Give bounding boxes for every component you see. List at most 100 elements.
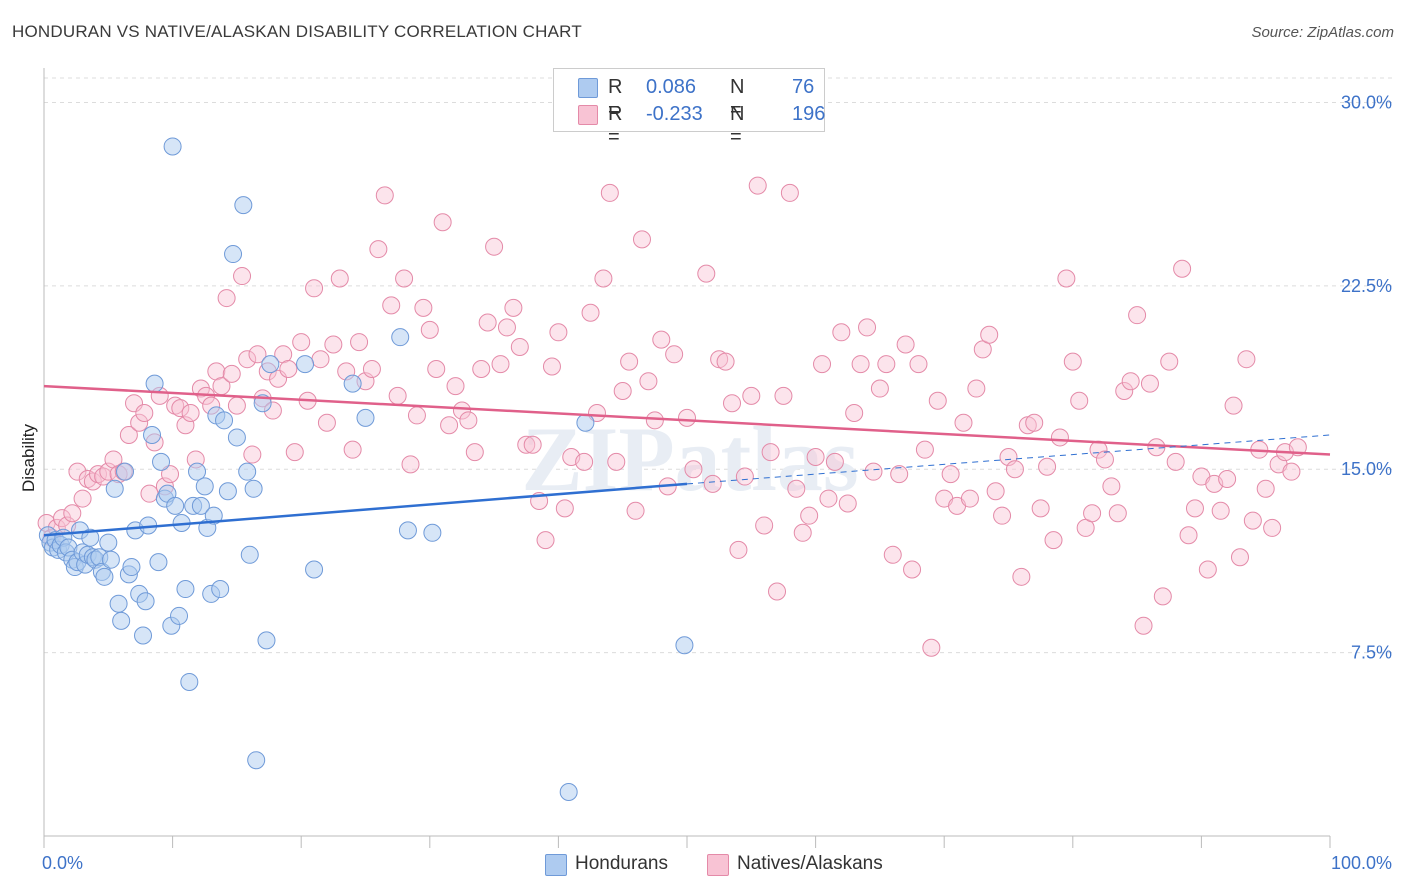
data-point-hondurans	[234, 196, 253, 215]
data-point-natives	[594, 269, 613, 288]
chart-title: HONDURAN VS NATIVE/ALASKAN DISABILITY CO…	[12, 22, 582, 41]
data-point-natives	[1115, 381, 1134, 400]
data-point-natives	[761, 443, 780, 462]
data-point-hondurans	[296, 355, 315, 374]
data-point-natives	[317, 413, 336, 432]
data-point-hondurans	[134, 626, 153, 645]
data-point-natives	[729, 540, 748, 559]
data-point-natives	[382, 296, 401, 315]
data-point-natives	[523, 435, 542, 454]
r-value: 0.086	[646, 76, 697, 98]
data-point-natives	[485, 237, 504, 256]
data-point-natives	[401, 455, 420, 474]
data-point-natives	[915, 440, 934, 459]
data-point-hondurans	[188, 462, 207, 481]
data-point-natives	[1243, 511, 1262, 530]
data-point-natives	[407, 406, 426, 425]
data-point-natives	[645, 411, 664, 430]
data-point-hondurans	[211, 580, 230, 599]
data-point-natives	[311, 350, 330, 369]
data-point-natives	[697, 264, 716, 283]
data-point-hondurans	[95, 567, 114, 586]
y-tick-label: 15.0%	[1341, 459, 1392, 479]
data-point-natives	[1031, 499, 1050, 518]
data-point-natives	[222, 364, 241, 383]
data-point-natives	[171, 399, 190, 418]
data-point-hondurans	[423, 523, 442, 542]
r-label: R =	[608, 76, 623, 121]
data-point-natives	[735, 467, 754, 486]
data-point-natives	[780, 183, 799, 202]
data-point-hondurans	[191, 496, 210, 515]
data-point-natives	[890, 465, 909, 484]
data-point-natives	[800, 506, 819, 525]
data-point-hondurans	[238, 462, 257, 481]
data-point-natives	[227, 396, 246, 415]
data-point-hondurans	[163, 137, 182, 156]
trend-line-natives	[43, 384, 1331, 456]
data-point-natives	[870, 379, 889, 398]
data-point-natives	[607, 452, 626, 471]
data-point-natives	[181, 403, 200, 422]
data-point-natives	[1102, 477, 1121, 496]
data-point-natives	[896, 335, 915, 354]
data-point-natives	[1140, 374, 1159, 393]
data-point-natives	[742, 386, 761, 405]
data-point-hondurans	[81, 528, 100, 547]
data-point-natives	[233, 267, 252, 286]
data-point-natives	[632, 230, 651, 249]
data-point-natives	[941, 465, 960, 484]
data-point-natives	[723, 394, 742, 413]
data-point-hondurans	[143, 425, 162, 444]
data-point-hondurans	[116, 462, 135, 481]
legend-swatch-pink	[578, 105, 598, 125]
data-point-natives	[1185, 499, 1204, 518]
data-point-natives	[845, 403, 864, 422]
legend-swatch-pink	[707, 854, 729, 876]
data-point-natives	[716, 352, 735, 371]
data-point-natives	[375, 186, 394, 205]
data-point-natives	[1083, 504, 1102, 523]
data-point-natives	[166, 396, 185, 415]
data-point-natives	[954, 413, 973, 432]
y-axis-label: Disability	[19, 423, 38, 492]
data-point-natives	[1230, 548, 1249, 567]
data-point-natives	[119, 425, 138, 444]
r-label: R =	[608, 103, 623, 148]
data-point-natives	[600, 183, 619, 202]
data-point-natives	[73, 489, 92, 508]
data-point-natives	[1038, 457, 1057, 476]
data-point-natives	[665, 345, 684, 364]
data-point-natives	[1050, 428, 1069, 447]
data-point-hondurans	[576, 413, 595, 432]
n-label: N =	[730, 76, 745, 121]
data-point-natives	[491, 355, 510, 374]
n-value: 196	[792, 103, 826, 125]
data-point-natives	[980, 325, 999, 344]
data-point-natives	[94, 467, 113, 486]
data-point-hondurans	[398, 521, 417, 540]
data-point-natives	[1134, 616, 1153, 635]
data-point-natives	[825, 452, 844, 471]
data-point-natives	[858, 318, 877, 337]
legend-label: Hondurans	[575, 853, 668, 874]
data-point-natives	[478, 313, 497, 332]
data-point-natives	[864, 462, 883, 481]
data-point-natives	[967, 379, 986, 398]
source-label: Source: ZipAtlas.com	[1251, 24, 1394, 41]
data-point-natives	[1224, 396, 1243, 415]
data-point-hondurans	[195, 477, 214, 496]
data-point-hondurans	[101, 550, 120, 569]
legend-swatch-blue	[578, 78, 598, 98]
y-tick-label: 22.5%	[1341, 276, 1392, 296]
data-point-natives	[350, 333, 369, 352]
data-point-natives	[238, 350, 257, 369]
data-point-natives	[806, 448, 825, 466]
data-point-natives	[581, 303, 600, 322]
data-point-natives	[130, 413, 149, 432]
data-point-natives	[140, 484, 159, 503]
data-point-natives	[748, 176, 767, 195]
data-point-hondurans	[257, 631, 276, 650]
data-point-natives	[587, 403, 606, 422]
data-point-hondurans	[244, 479, 263, 498]
